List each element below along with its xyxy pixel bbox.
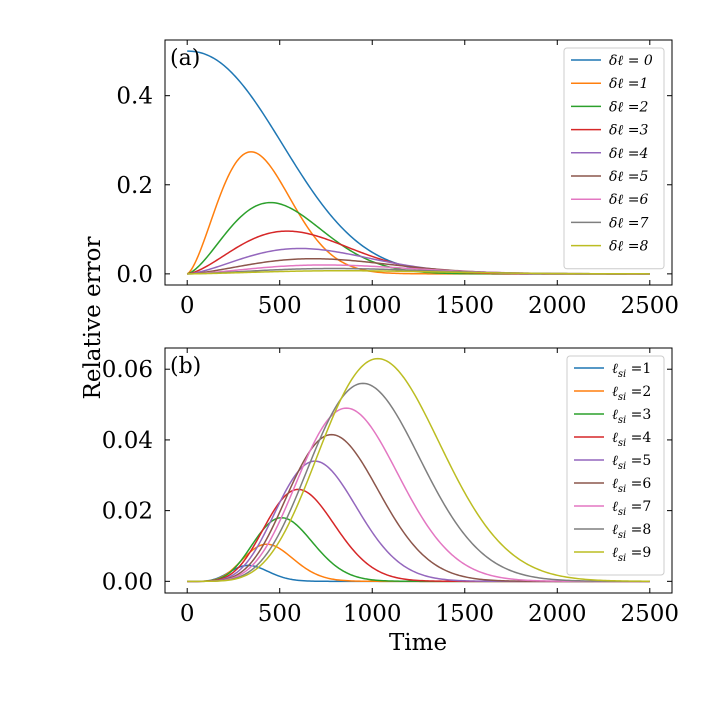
x-tick-label: 0: [180, 601, 195, 627]
legend-entry-label: δℓ =4: [609, 146, 648, 162]
x-tick-label: 1000: [343, 293, 402, 319]
series-line-9: [187, 270, 650, 275]
panel-label: (a): [170, 46, 200, 71]
series-lines: [186, 50, 650, 275]
x-tick-label: 2500: [621, 601, 680, 627]
panel-label: (b): [170, 354, 201, 379]
legend-box: [563, 47, 665, 270]
legend-entry-label: δℓ =2: [609, 99, 648, 115]
x-tick-label: 1500: [435, 293, 494, 319]
series-lines: [187, 357, 650, 583]
x-tick-label: 1000: [343, 601, 402, 627]
x-tick-label: 1500: [435, 601, 494, 627]
x-tick-label: 0: [180, 293, 195, 319]
y-tick-label: 0.0: [116, 262, 153, 288]
legend-entry-label: δℓ =7: [609, 215, 648, 231]
legend-entry-label: δℓ =3: [609, 123, 648, 139]
legend-entry-label: ℓsi =6: [612, 476, 651, 495]
legend-entry-label: ℓsi =7: [612, 499, 651, 518]
legend-box: [566, 355, 665, 576]
legend-entry-label: ℓsi =4: [612, 430, 651, 449]
legend-entry-label: ℓsi =5: [612, 453, 651, 472]
legend-entry-label: ℓsi =1: [612, 361, 651, 380]
y-axis-title: Relative error: [80, 237, 106, 400]
series-line-8: [187, 382, 650, 583]
y-tick-label: 0.06: [102, 357, 153, 383]
legend: δℓ = 0 δℓ =1 δℓ =2 δℓ =3 δℓ =4 δℓ =5 δℓ =6 δℓ =…: [563, 47, 665, 270]
legend-entry-label: ℓsi =9: [612, 545, 651, 564]
x-tick-label: 2000: [528, 601, 587, 627]
series-line-9: [187, 357, 650, 583]
x-tick-label: 2000: [528, 293, 587, 319]
legend-entry-label: δℓ =8: [609, 239, 648, 255]
legend-entry-label: ℓsi =2: [612, 384, 651, 403]
x-tick-label: 2500: [621, 293, 680, 319]
y-tick-label: 0.02: [102, 499, 153, 525]
y-tick-label: 0.00: [102, 569, 153, 595]
panel-b: 0 500 1000 1500 2000 2500 0.00 0.02 0.04 0.06 (b) ℓ…: [102, 347, 680, 627]
legend-entry-label: ℓsi =8: [612, 522, 651, 541]
legend-entry-label: ℓsi =3: [612, 407, 651, 426]
y-tick-label: 0.2: [116, 173, 153, 199]
x-tick-label: 500: [258, 601, 302, 627]
y-tick-label: 0.4: [116, 84, 153, 110]
legend: ℓsi =1 ℓsi =2 ℓsi =3 ℓsi =4 ℓsi =5 ℓsi =6 ℓsi …: [566, 355, 665, 576]
legend-entry-label: δℓ =6: [609, 192, 648, 208]
legend-entry-label: δℓ =5: [609, 169, 648, 185]
legend-entry-label: δℓ = 0: [609, 53, 653, 69]
y-tick-label: 0.04: [102, 428, 153, 454]
x-axis-title: Time: [389, 630, 447, 656]
x-tick-label: 500: [258, 293, 302, 319]
legend-entry-label: δℓ =1: [609, 76, 648, 92]
axes-frame: [164, 39, 673, 286]
axes-frame: [164, 347, 673, 594]
